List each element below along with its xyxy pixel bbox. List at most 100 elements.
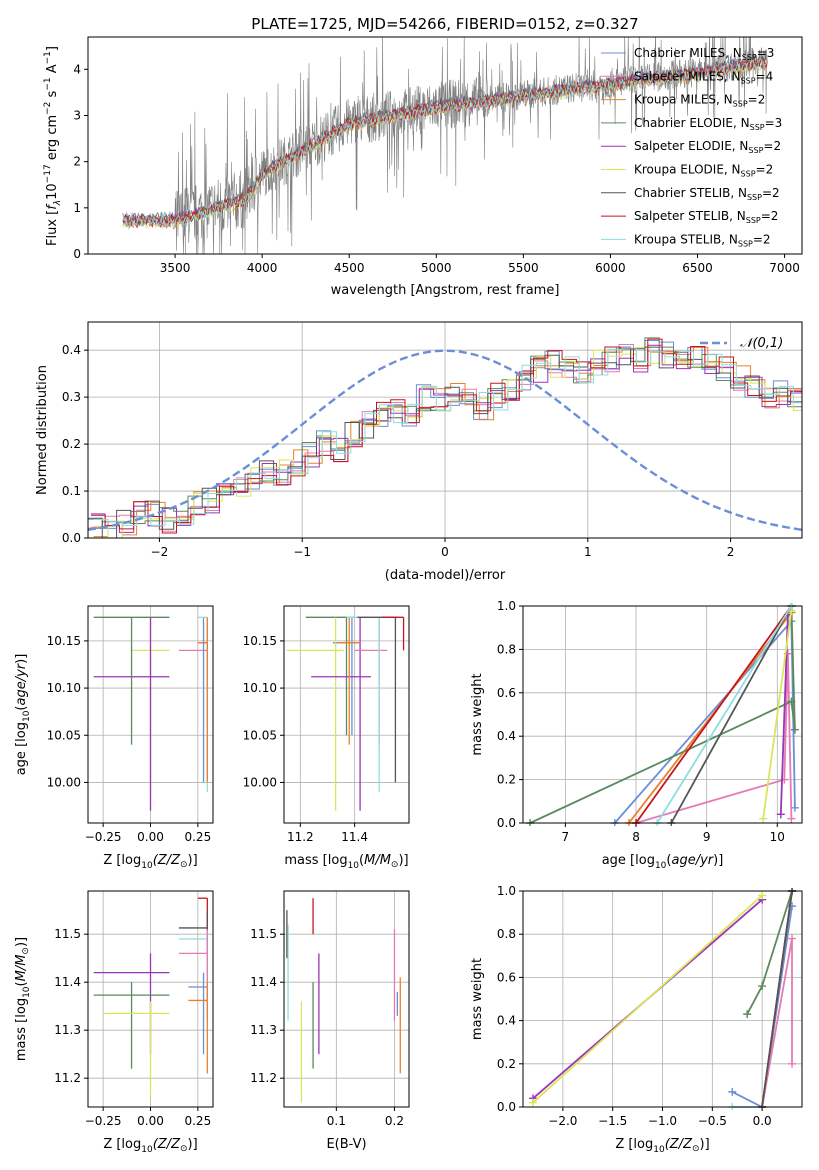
mass-vs-extinction-panel: 0.1 0.2 11.2 11.3 11.4 11.5 E(B-V)	[250, 890, 410, 1152]
residual-histogram	[88, 346, 802, 538]
data-point-marker	[787, 814, 796, 823]
series-line	[670, 605, 793, 824]
data-point-marker	[776, 810, 785, 819]
residual-histogram	[93, 347, 802, 526]
y-tick-label: 0.1	[62, 484, 81, 498]
y-tick-label: 3	[73, 108, 81, 122]
residuals-plot-area	[88, 337, 802, 538]
weight-vs-age-panel: 7 8 9 10 0.0 0.2 0.4 0.6 0.8 1.0 age [log10(age/yr…	[470, 599, 803, 871]
y-tick-label: 11.4	[250, 975, 277, 989]
y-axis-label: Normed distribution	[35, 365, 50, 495]
x-tick-label: 0	[441, 545, 449, 559]
y-tick-label: 0.8	[497, 642, 516, 656]
mass_vs_Z-plot-area	[93, 897, 208, 1098]
y-tick-label: 1	[73, 201, 81, 215]
x-tick-label: 2	[727, 545, 735, 559]
x-tick-label: 0.2	[385, 1114, 404, 1128]
series-line	[762, 610, 793, 819]
y-axis-label: age [log10(age/yr)]	[14, 654, 32, 776]
residuals-panel: −2 −1 0 1 2 0.0 0.1 0.2 0.3 0.4 (data-model)/error…	[35, 321, 803, 583]
x-axis-label: Z [log10(Z/Z⊙)]	[615, 1137, 709, 1155]
x-tick-label: 0.25	[184, 1114, 211, 1128]
y-axis-label: mass [log10(M/M⊙)]	[14, 937, 32, 1061]
x-tick-label: 0.0	[753, 1114, 772, 1128]
spectrum-ylabel: Flux [fλ10−17 erg cm−2 s−1 A−1]	[43, 46, 63, 246]
x-tick-label: 4000	[247, 261, 278, 275]
y-tick-label: 0.0	[497, 1100, 516, 1114]
x-axis-label: Z [log10(Z/Z⊙)]	[103, 853, 197, 871]
x-tick-label: 10	[770, 830, 785, 844]
series-line	[656, 605, 793, 824]
x-tick-label: −2.0	[548, 1114, 577, 1128]
series-line	[532, 894, 763, 1104]
data-point-marker	[790, 725, 799, 734]
y-tick-label: 2	[73, 155, 81, 169]
y-tick-label: 11.3	[250, 1023, 277, 1037]
x-tick-label: 0.1	[327, 1114, 346, 1128]
y-tick-label: 11.2	[250, 1071, 277, 1085]
y-tick-label: 0	[73, 247, 81, 261]
y-tick-label: 11.5	[250, 927, 277, 941]
y-tick-label: 11.3	[54, 1023, 81, 1037]
y-tick-label: 10.10	[243, 681, 277, 695]
y-tick-label: 10.05	[47, 728, 81, 742]
data-point-marker	[788, 1059, 797, 1068]
data-point-marker	[790, 803, 799, 812]
x-tick-label: 6500	[682, 261, 713, 275]
x-tick-label: 5500	[508, 261, 539, 275]
age_vs_mass-plot-area	[286, 616, 405, 811]
series-line	[614, 618, 796, 824]
legend-entry: Chabrier MILES, NSSP=3	[634, 46, 774, 62]
series-line	[628, 611, 793, 824]
x-tick-label: 7	[562, 830, 570, 844]
mass_vs_EBV-frame	[283, 890, 410, 1108]
y-tick-label: 1.0	[497, 599, 516, 613]
series-line	[761, 890, 793, 1108]
x-tick-label: 0.25	[184, 830, 211, 844]
x-tick-label: 5000	[421, 261, 452, 275]
model-spectrum-line	[122, 57, 768, 231]
y-tick-label: 10.00	[47, 775, 81, 789]
legend-entry: Kroupa ELODIE, NSSP=2	[634, 163, 773, 179]
data-point-marker	[787, 697, 796, 706]
age_vs_Z-plot-area	[93, 616, 208, 811]
age-vs-metallicity-panel: −0.25 0.00 0.25 10.00 10.05 10.10 10.15 Z [log1…	[14, 605, 214, 871]
x-tick-label: 11.2	[287, 830, 314, 844]
legend-entry: Chabrier ELODIE, NSSP=3	[634, 116, 782, 132]
y-tick-label: 4	[73, 62, 81, 76]
legend-entry: Chabrier STELIB, NSSP=2	[634, 186, 780, 202]
series-line	[635, 653, 793, 824]
y-tick-label: 0.6	[497, 686, 516, 700]
x-tick-label: 3500	[160, 261, 191, 275]
residual-histogram	[93, 346, 802, 538]
y-tick-label: 0.4	[497, 729, 516, 743]
x-tick-label: −1.5	[598, 1114, 627, 1128]
x-tick-label: −0.25	[85, 1114, 122, 1128]
y-tick-label: 0.2	[497, 1057, 516, 1071]
x-tick-label: 0.00	[137, 1114, 164, 1128]
figure-title: PLATE=1725, MJD=54266, FIBERID=0152, z=0…	[251, 15, 638, 33]
y-tick-label: 10.15	[47, 634, 81, 648]
x-tick-label: −1	[293, 545, 311, 559]
y-tick-label: 10.00	[243, 775, 277, 789]
weight_vs_age-frame	[522, 605, 803, 824]
data-point-marker	[758, 891, 767, 900]
age-vs-mass-panel: 11.2 11.4 10.00 10.05 10.10 10.15 mass [log10(…	[243, 605, 410, 871]
x-tick-label: −1.0	[648, 1114, 677, 1128]
y-tick-label: 0.0	[497, 816, 516, 830]
x-tick-label: 11.4	[341, 830, 368, 844]
x-tick-label: −0.25	[85, 830, 122, 844]
residual-histogram	[88, 337, 802, 529]
y-tick-label: 11.2	[54, 1071, 81, 1085]
x-tick-label: 7000	[769, 261, 800, 275]
y-tick-label: 0.2	[497, 773, 516, 787]
gaussian-curve	[88, 349, 802, 531]
legend-entry: Salpeter MILES, NSSP=4	[634, 69, 773, 85]
legend-entry: Salpeter STELIB, NSSP=2	[634, 209, 778, 225]
legend-entry: 𝒩(0,1)	[740, 336, 783, 351]
spectrum-panel: 3500 4000 4500 5000 5500 6000 6500 7000 0 1 2 3 4 wav…	[73, 36, 803, 298]
y-tick-label: 0.2	[62, 437, 81, 451]
weight_vs_age-plot-area	[526, 603, 799, 826]
y-tick-label: 0.0	[62, 531, 81, 545]
